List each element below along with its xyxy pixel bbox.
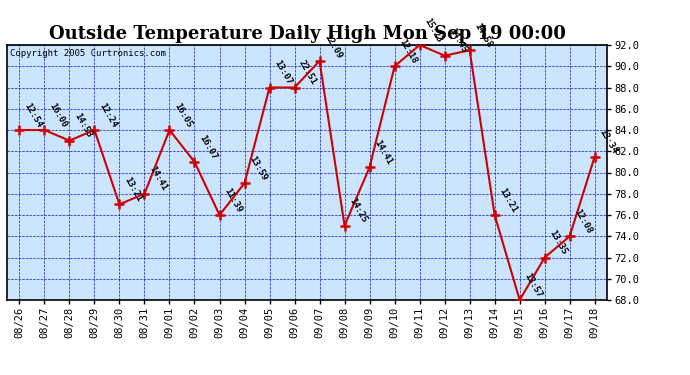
Text: 14:25: 14:25	[347, 197, 368, 225]
Title: Outside Temperature Daily High Mon Sep 19 00:00: Outside Temperature Daily High Mon Sep 1…	[48, 26, 566, 44]
Text: 12:08: 12:08	[572, 207, 593, 235]
Text: 12:24: 12:24	[97, 101, 118, 129]
Text: 14:41: 14:41	[372, 138, 393, 166]
Text: 13:57: 13:57	[522, 271, 544, 299]
Text: 13:59: 13:59	[247, 154, 268, 182]
Text: 11:39: 11:39	[222, 186, 244, 214]
Text: 13:21: 13:21	[497, 186, 518, 214]
Text: 12:09: 12:09	[322, 32, 344, 60]
Text: 12:18: 12:18	[397, 38, 418, 65]
Text: 14:41: 14:41	[147, 165, 168, 193]
Text: 16:00: 16:00	[47, 101, 68, 129]
Text: 13:35: 13:35	[547, 229, 569, 256]
Text: 13:21: 13:21	[122, 176, 144, 203]
Text: 16:05: 16:05	[172, 101, 193, 129]
Text: 14:58: 14:58	[472, 21, 493, 49]
Text: 16:07: 16:07	[197, 133, 218, 161]
Text: 14:45: 14:45	[447, 27, 469, 55]
Text: Copyright 2005 Curtronics.com: Copyright 2005 Curtronics.com	[10, 49, 166, 58]
Text: 22:51: 22:51	[297, 58, 318, 87]
Text: 13:07: 13:07	[272, 58, 293, 87]
Text: 13:34: 13:34	[598, 128, 618, 156]
Text: 12:54: 12:54	[22, 101, 43, 129]
Text: 15:23: 15:23	[422, 16, 444, 44]
Text: 14:53: 14:53	[72, 112, 93, 140]
